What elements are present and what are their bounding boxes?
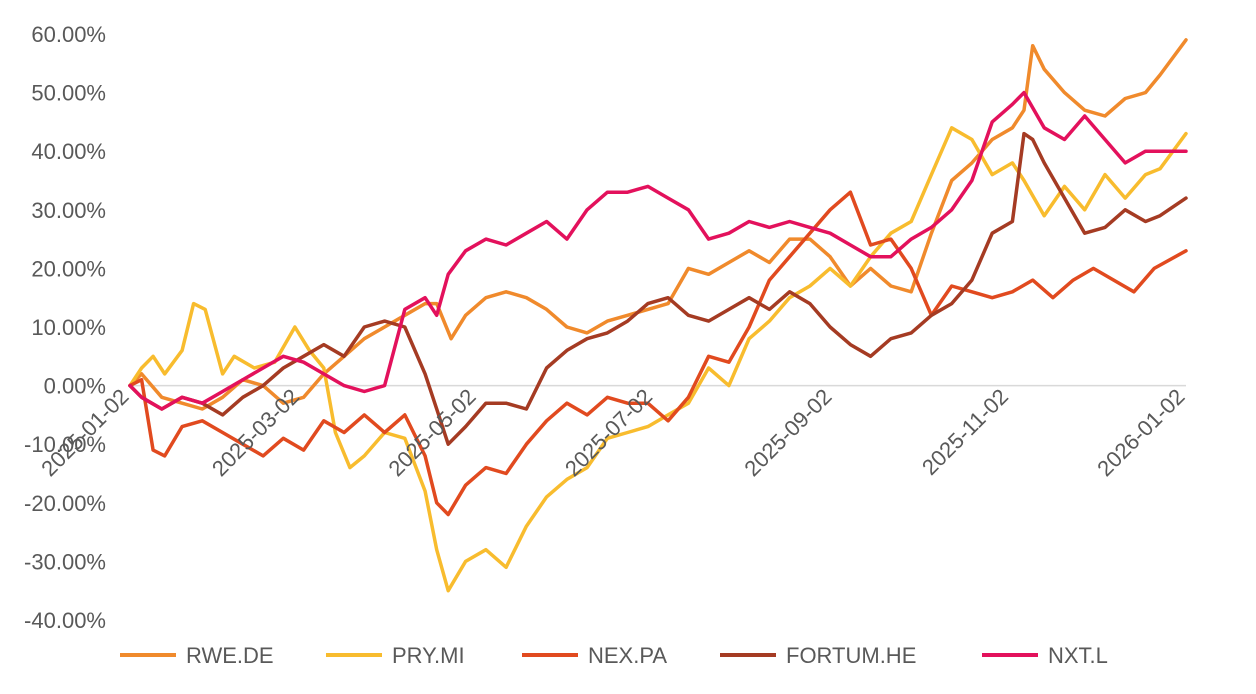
y-tick-label: -40.00% <box>24 608 106 633</box>
series-lines <box>128 38 1188 593</box>
legend-label: PRY.MI <box>392 643 465 668</box>
y-tick-label: -20.00% <box>24 491 106 516</box>
legend: RWE.DE PRY.MI NEX.PA FORTUM.HE NXT.L <box>120 643 1108 668</box>
legend-label: FORTUM.HE <box>786 643 916 668</box>
y-tick-label: 60.00% <box>31 22 106 47</box>
y-axis-ticks: 60.00% 50.00% 40.00% 30.00% 20.00% 10.00% 0.00… <box>24 22 106 633</box>
series-line-nex-pa <box>128 190 1188 517</box>
series-line-nxt-l <box>128 90 1188 411</box>
y-tick-label: 50.00% <box>31 81 106 106</box>
y-tick-label: -30.00% <box>24 549 106 574</box>
legend-label: RWE.DE <box>186 643 274 668</box>
x-tick-label: 2026-01-02 <box>1092 384 1189 481</box>
x-tick-label: 2025-09-02 <box>739 384 836 481</box>
y-tick-label: 20.00% <box>31 256 106 281</box>
y-tick-label: 0.00% <box>44 374 106 399</box>
y-tick-label: 40.00% <box>31 139 106 164</box>
y-tick-label: 10.00% <box>31 315 106 340</box>
y-tick-label: -10.00% <box>24 432 106 457</box>
series-line-fortum-he <box>128 131 1188 446</box>
y-tick-label: 30.00% <box>31 198 106 223</box>
legend-label: NEX.PA <box>588 643 667 668</box>
legend-label: NXT.L <box>1048 643 1108 668</box>
series-line-rwe-de <box>128 38 1188 411</box>
x-tick-label: 2025-11-02 <box>917 384 1013 480</box>
